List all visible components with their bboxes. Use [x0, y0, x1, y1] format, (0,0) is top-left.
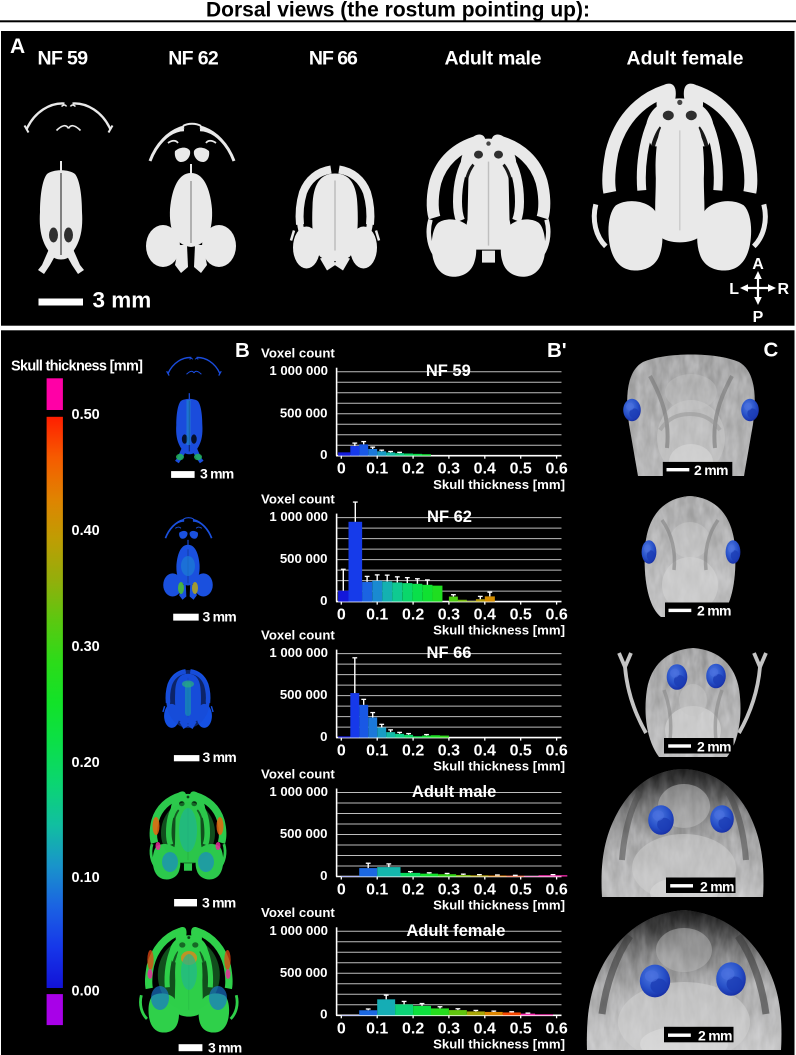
svg-text:A: A	[752, 256, 764, 273]
svg-text:500 000: 500 000	[280, 551, 328, 566]
svg-text:0.4: 0.4	[474, 607, 496, 624]
svg-text:Adult female: Adult female	[627, 48, 744, 70]
svg-text:Adult female: Adult female	[406, 922, 505, 940]
svg-text:0.30: 0.30	[72, 639, 100, 655]
svg-text:NF 62: NF 62	[168, 48, 219, 70]
svg-text:Skull thickness [mm]: Skull thickness [mm]	[433, 623, 565, 638]
svg-text:Skull thickness [mm]: Skull thickness [mm]	[433, 898, 565, 913]
svg-text:Voxel count: Voxel count	[261, 627, 335, 642]
svg-text:B: B	[235, 339, 250, 362]
svg-text:0.5: 0.5	[510, 461, 532, 478]
svg-text:500 000: 500 000	[280, 405, 328, 420]
svg-text:NF 66: NF 66	[427, 644, 472, 662]
svg-text:A: A	[10, 35, 25, 58]
svg-text:0: 0	[337, 607, 346, 624]
svg-text:0.5: 0.5	[510, 743, 532, 760]
svg-text:NF 66: NF 66	[309, 48, 358, 70]
svg-text:Adult male: Adult male	[445, 48, 542, 70]
svg-text:0: 0	[320, 447, 327, 462]
svg-text:0.6: 0.6	[545, 743, 567, 760]
svg-text:0.4: 0.4	[474, 1020, 496, 1037]
svg-text:Voxel count: Voxel count	[261, 766, 335, 781]
svg-text:0.00: 0.00	[72, 984, 100, 1000]
svg-text:0.3: 0.3	[438, 882, 460, 899]
svg-text:Voxel count: Voxel count	[261, 346, 335, 361]
svg-text:1 000 000: 1 000 000	[269, 363, 328, 378]
svg-text:Voxel count: Voxel count	[261, 491, 335, 506]
svg-text:0.2: 0.2	[402, 607, 424, 624]
svg-text:0.1: 0.1	[366, 1020, 388, 1037]
svg-text:0.4: 0.4	[474, 882, 496, 899]
svg-text:R: R	[778, 281, 790, 298]
svg-text:L: L	[729, 281, 739, 298]
svg-text:NF 59: NF 59	[38, 48, 89, 70]
svg-text:1 000 000: 1 000 000	[269, 509, 328, 524]
svg-text:0: 0	[337, 743, 346, 760]
svg-text:2 mm: 2 mm	[697, 603, 732, 619]
svg-text:0: 0	[337, 882, 346, 899]
svg-text:Skull thickness [mm]: Skull thickness [mm]	[11, 359, 143, 375]
svg-text:0.6: 0.6	[545, 1020, 567, 1037]
svg-text:1 000 000: 1 000 000	[269, 645, 328, 660]
svg-text:NF 59: NF 59	[426, 362, 471, 380]
svg-text:0: 0	[320, 1007, 327, 1022]
svg-text:Skull thickness [mm]: Skull thickness [mm]	[433, 477, 565, 492]
svg-text:0.1: 0.1	[366, 743, 388, 760]
svg-text:0: 0	[320, 593, 327, 608]
svg-text:2 mm: 2 mm	[697, 739, 732, 755]
svg-text:2 mm: 2 mm	[700, 878, 735, 894]
svg-text:C: C	[764, 339, 779, 362]
svg-text:0.10: 0.10	[72, 870, 100, 886]
svg-text:0.1: 0.1	[366, 882, 388, 899]
svg-text:0: 0	[320, 868, 327, 883]
svg-text:0.1: 0.1	[366, 461, 388, 478]
svg-text:0.5: 0.5	[510, 607, 532, 624]
svg-text:3 mm: 3 mm	[208, 1040, 242, 1055]
svg-text:0.6: 0.6	[545, 607, 567, 624]
svg-text:0.1: 0.1	[366, 607, 388, 624]
svg-text:0: 0	[337, 1020, 346, 1037]
svg-text:0.3: 0.3	[438, 1020, 460, 1037]
svg-text:0.3: 0.3	[438, 461, 460, 478]
svg-text:0: 0	[320, 729, 327, 744]
svg-text:P: P	[753, 309, 764, 326]
svg-text:500 000: 500 000	[280, 965, 328, 980]
svg-text:3 mm: 3 mm	[200, 466, 234, 482]
svg-text:0.40: 0.40	[72, 523, 100, 539]
svg-text:3 mm: 3 mm	[203, 749, 237, 765]
svg-text:Skull thickness [mm]: Skull thickness [mm]	[433, 759, 565, 774]
svg-text:Voxel count: Voxel count	[261, 905, 335, 920]
svg-text:0.2: 0.2	[402, 743, 424, 760]
svg-text:0.2: 0.2	[402, 1020, 424, 1037]
svg-text:0.3: 0.3	[438, 743, 460, 760]
svg-text:NF 62: NF 62	[427, 508, 472, 526]
svg-text:0.2: 0.2	[402, 461, 424, 478]
svg-text:0.4: 0.4	[474, 743, 496, 760]
svg-text:0.2: 0.2	[402, 882, 424, 899]
svg-text:0.5: 0.5	[510, 882, 532, 899]
svg-text:1 000 000: 1 000 000	[269, 784, 328, 799]
svg-text:0.6: 0.6	[545, 461, 567, 478]
svg-text:2 mm: 2 mm	[698, 1028, 733, 1044]
svg-text:1 000 000: 1 000 000	[269, 923, 328, 938]
svg-text:B': B'	[547, 339, 567, 362]
svg-text:Dorsal views (the rostum point: Dorsal views (the rostum pointing up):	[206, 0, 590, 22]
svg-text:Adult male: Adult male	[412, 783, 496, 801]
svg-text:2 mm: 2 mm	[694, 462, 729, 478]
svg-text:0.3: 0.3	[438, 607, 460, 624]
svg-text:Skull thickness [mm]: Skull thickness [mm]	[433, 1036, 565, 1051]
svg-text:0.6: 0.6	[545, 882, 567, 899]
svg-text:3 mm: 3 mm	[202, 895, 236, 911]
svg-text:3 mm: 3 mm	[203, 609, 237, 625]
svg-text:0.50: 0.50	[72, 407, 100, 423]
svg-text:500 000: 500 000	[280, 687, 328, 702]
svg-text:0: 0	[337, 461, 346, 478]
svg-text:0.5: 0.5	[510, 1020, 532, 1037]
svg-text:0.20: 0.20	[72, 755, 100, 771]
svg-text:500 000: 500 000	[280, 826, 328, 841]
svg-text:3 mm: 3 mm	[93, 288, 152, 313]
svg-text:0.4: 0.4	[474, 461, 496, 478]
